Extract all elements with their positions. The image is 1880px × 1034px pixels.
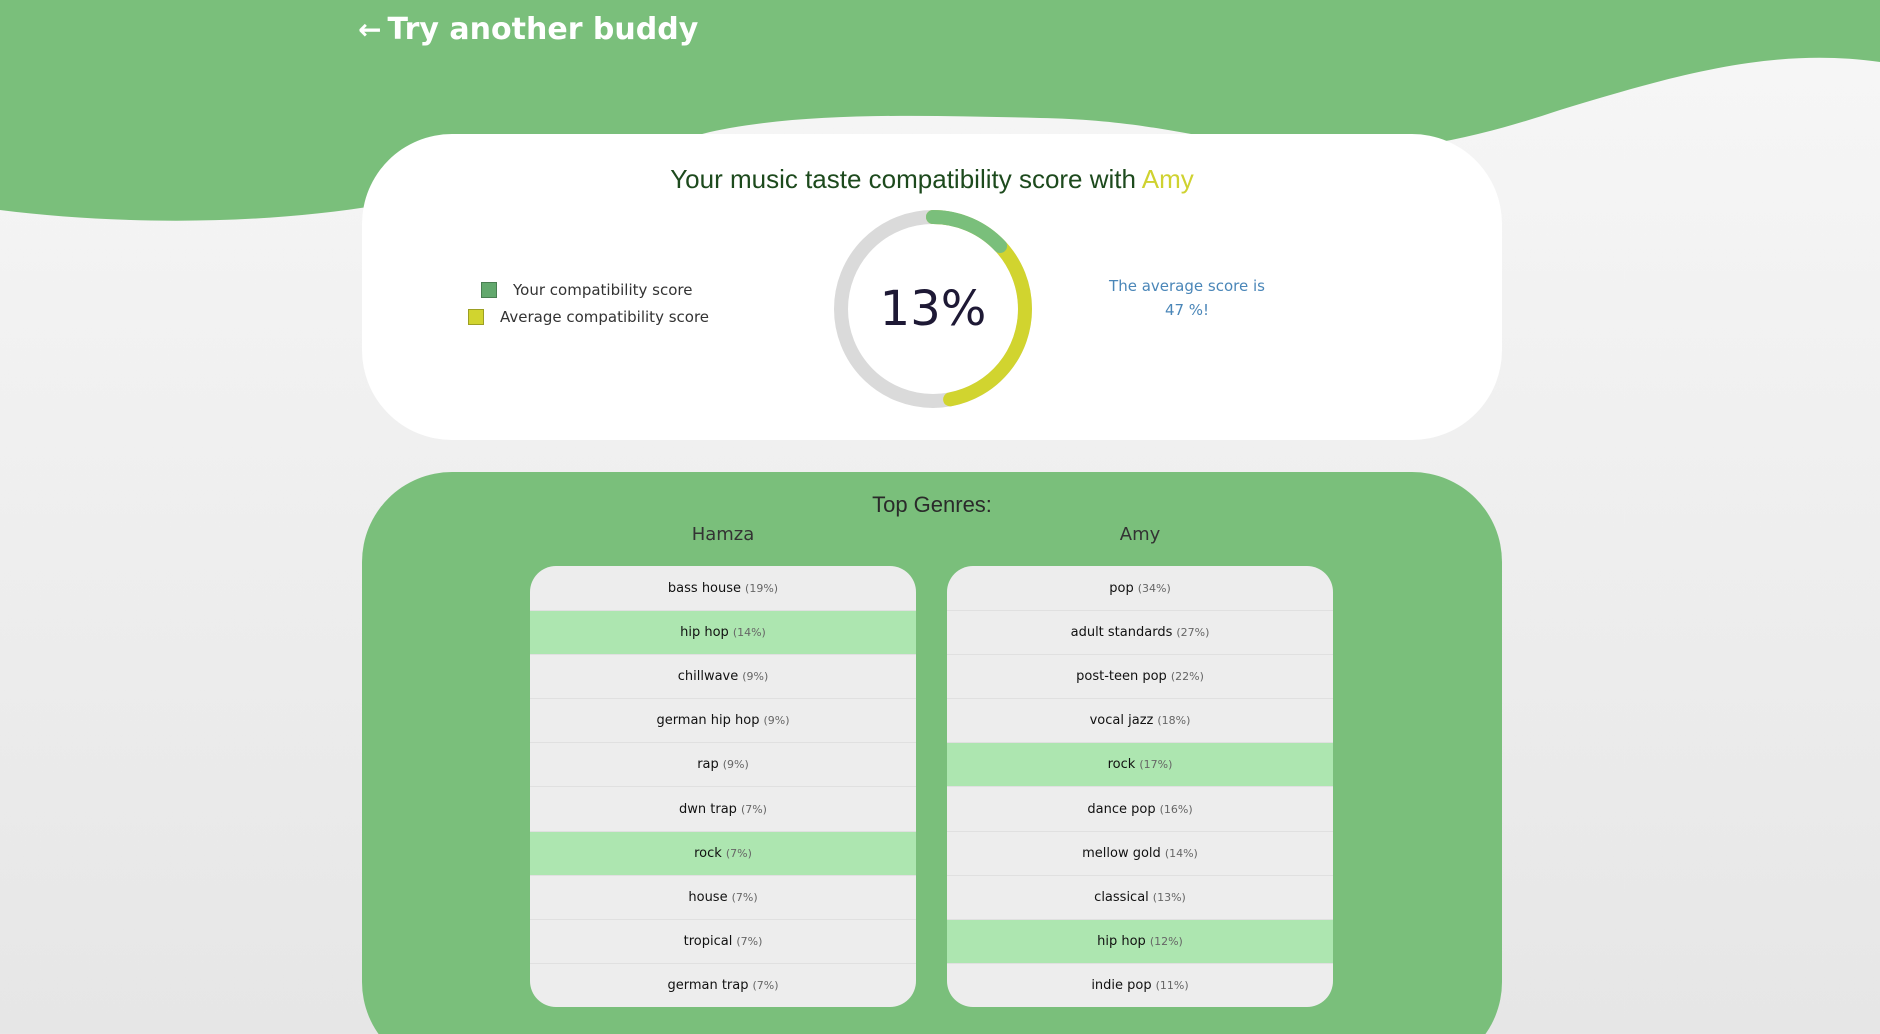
genre-percentage: (7%) <box>731 890 758 904</box>
genre-row: adult standards (27%) <box>947 610 1333 654</box>
genre-percentage: (7%) <box>725 846 752 860</box>
genre-row: vocal jazz (18%) <box>947 698 1333 742</box>
genre-name: post-teen pop <box>1076 669 1167 685</box>
genre-row: chillwave (9%) <box>530 654 916 698</box>
genre-name: indie pop <box>1091 977 1152 993</box>
genre-percentage: (14%) <box>1164 846 1198 860</box>
genre-percentage: (13%) <box>1152 890 1186 904</box>
genre-percentage: (7%) <box>736 934 763 948</box>
buddy-name: Amy <box>1141 164 1194 194</box>
genre-row: tropical (7%) <box>530 918 916 963</box>
genre-name: pop <box>1109 580 1134 596</box>
genre-percentage: (11%) <box>1155 978 1189 992</box>
left-user-name: Hamza <box>691 524 755 545</box>
genre-name: rock <box>694 845 722 861</box>
average-score-line2: 47 %! <box>1164 301 1210 319</box>
genre-name: hip hop <box>1097 933 1146 949</box>
genre-name: classical <box>1094 889 1149 905</box>
genre-name: dwn trap <box>679 801 737 817</box>
genre-name: hip hop <box>680 625 729 641</box>
genre-row: bass house (19%) <box>530 566 916 610</box>
genre-row: rock (17%) <box>947 742 1333 787</box>
genre-percentage: (9%) <box>722 758 749 772</box>
genre-row: rock (7%) <box>530 830 916 875</box>
genre-row: dance pop (16%) <box>947 786 1333 830</box>
genre-name: bass house <box>667 580 742 596</box>
genre-name: mellow gold <box>1082 845 1161 861</box>
score-donut-chart: 13% <box>830 206 1036 412</box>
top-genres-title: Top Genres: <box>872 492 992 517</box>
score-percentage: 13% <box>879 281 987 337</box>
legend-swatch-green <box>481 281 497 298</box>
genre-percentage: (16%) <box>1159 802 1193 816</box>
genre-row: house (7%) <box>530 874 916 919</box>
legend-item-your-score[interactable]: Your compatibility score <box>468 276 709 303</box>
genre-percentage: (9%) <box>742 670 769 684</box>
genre-percentage: (12%) <box>1149 934 1183 948</box>
compatibility-score-card: Your music taste compatibility score wit… <box>362 134 1502 440</box>
average-score-note: The average score is 47 %! <box>1062 274 1312 322</box>
score-title-prefix: Your music taste compatibility score wit… <box>670 164 1136 194</box>
genre-percentage: (14%) <box>732 626 766 640</box>
arrow-left-icon: ← <box>358 12 382 46</box>
genre-name: rock <box>1107 757 1136 773</box>
genre-row: classical (13%) <box>947 874 1333 919</box>
genre-name: dance pop <box>1087 801 1156 817</box>
genre-percentage: (7%) <box>752 978 779 992</box>
genre-row: german hip hop (9%) <box>530 698 916 742</box>
genre-name: vocal jazz <box>1089 713 1154 729</box>
genre-row: hip hop (12%) <box>947 918 1333 963</box>
genre-name: tropical <box>683 933 733 949</box>
genre-row: german trap (7%) <box>530 962 916 1007</box>
genre-name: adult standards <box>1070 625 1173 641</box>
try-another-buddy-link[interactable]: ← Try another buddy <box>358 12 698 47</box>
legend-label-average-score: Average compatibility score <box>500 307 710 326</box>
genre-name: chillwave <box>677 669 739 685</box>
genre-row: mellow gold (14%) <box>947 830 1333 875</box>
genre-percentage: (19%) <box>745 581 779 595</box>
genre-percentage: (22%) <box>1170 670 1204 684</box>
genre-name: rap <box>697 757 719 773</box>
left-genre-list: bass house (19%) hip hop (14%) chillwave (9%)… <box>530 566 916 1007</box>
donut-score-arc <box>834 210 1032 408</box>
genre-name: german hip hop <box>656 713 760 729</box>
genre-row: rap (9%) <box>530 742 916 786</box>
genre-row: pop (34%) <box>947 566 1333 610</box>
legend-swatch-yellow <box>468 308 484 325</box>
average-score-line1: The average score is <box>1109 277 1265 295</box>
genre-row: hip hop (14%) <box>530 610 916 655</box>
genre-percentage: (27%) <box>1176 626 1210 640</box>
genre-percentage: (17%) <box>1139 758 1173 772</box>
legend-item-average-score[interactable]: Average compatibility score <box>468 303 709 330</box>
right-genre-list: pop (34%) adult standards (27%) post-teen po… <box>947 566 1333 1007</box>
score-title: Your music taste compatibility score wit… <box>362 164 1502 195</box>
genre-name: german trap <box>667 977 749 993</box>
back-label: Try another buddy <box>387 12 699 47</box>
genre-percentage: (7%) <box>740 802 767 816</box>
right-user-name: Amy <box>1119 524 1161 545</box>
genre-row: indie pop (11%) <box>947 962 1333 1007</box>
genre-percentage: (18%) <box>1157 714 1191 728</box>
top-genres-card: Top Genres: Hamza Amy bass house (19%) hip… <box>362 472 1502 1034</box>
genre-row: dwn trap (7%) <box>530 786 916 830</box>
score-legend: Your compatibility score Average compati… <box>468 276 709 330</box>
genre-percentage: (34%) <box>1137 581 1171 595</box>
legend-label-your-score: Your compatibility score <box>513 280 693 299</box>
genre-name: house <box>688 889 728 905</box>
genre-percentage: (9%) <box>763 714 790 728</box>
genre-row: post-teen pop (22%) <box>947 654 1333 698</box>
